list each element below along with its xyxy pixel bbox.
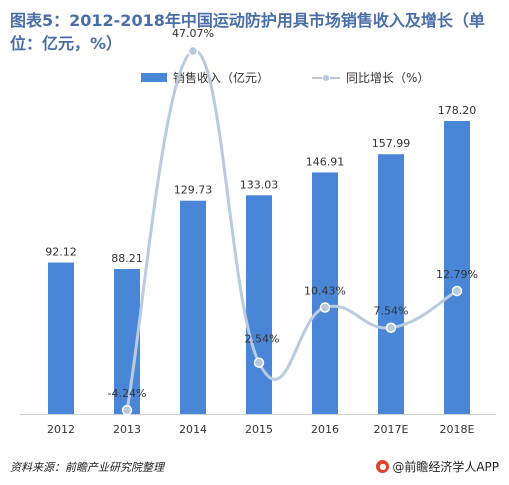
growth-value-label: 10.43% — [304, 284, 346, 297]
bar-value-label: 129.73 — [174, 184, 213, 197]
x-tick-label: 2018E — [440, 423, 475, 436]
growth-point — [319, 302, 331, 313]
legend-item-growth: 同比增长（%） — [312, 69, 429, 86]
growth-point — [253, 357, 265, 368]
x-tick-label: 2015 — [245, 423, 273, 436]
bar-2018E — [444, 121, 470, 414]
x-tick-label: 2013 — [113, 423, 141, 436]
x-tick-label: 2012 — [47, 423, 75, 436]
source-note: 资料来源：前瞻产业研究院整理 — [10, 461, 164, 474]
legend-label-revenue: 销售收入（亿元） — [173, 71, 270, 85]
legend-line-swatch — [312, 72, 340, 84]
legend-label-growth: 同比增长（%） — [346, 71, 430, 85]
bar-2014 — [180, 200, 206, 414]
growth-point — [451, 285, 463, 297]
brand-text: @前瞻经济学人APP — [392, 460, 499, 474]
bar-2015 — [246, 195, 272, 414]
brand-credit: ● @前瞻经济学人APP — [376, 458, 499, 475]
brand-logo-icon: ● — [376, 460, 390, 473]
bar-value-label: 88.21 — [111, 252, 143, 265]
legend: 销售收入（亿元） 同比增长（%） — [0, 69, 509, 85]
growth-value-label: 7.54% — [374, 305, 409, 318]
bar-value-label: 146.91 — [306, 155, 345, 168]
bar-value-label: 157.99 — [372, 137, 411, 150]
growth-value-label: 12.79% — [436, 268, 478, 281]
legend-bar-swatch — [141, 73, 167, 82]
x-tick-label: 2016 — [311, 423, 339, 436]
bar-2016 — [312, 172, 338, 414]
growth-point — [187, 45, 199, 57]
bar-2017E — [378, 154, 404, 415]
bar-value-label: 133.03 — [240, 178, 279, 191]
bar-value-label: 92.12 — [45, 246, 77, 259]
bar-value-label: 178.20 — [438, 104, 477, 117]
x-tick-label: 2014 — [179, 423, 207, 436]
x-tick-label: 2017E — [374, 423, 409, 436]
growth-point — [385, 322, 397, 333]
legend-item-revenue: 销售收入（亿元） — [141, 69, 269, 86]
growth-line — [125, 49, 458, 411]
growth-value-label: 47.07% — [172, 27, 214, 40]
growth-point — [121, 404, 133, 416]
chart-title: 图表5：2012-2018年中国运动防护用具市场销售收入及增长（单位：亿元，%） — [10, 11, 485, 53]
bar-2012 — [48, 262, 74, 414]
growth-value-label: -4.24% — [108, 387, 147, 400]
growth-value-label: 2.54% — [245, 333, 280, 346]
